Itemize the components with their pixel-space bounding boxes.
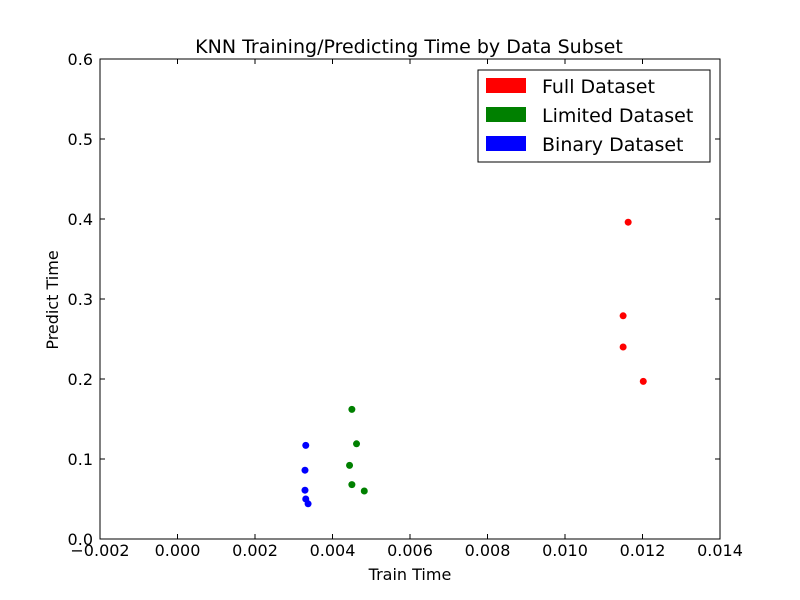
y-tick-label: 0.4 [68,210,93,229]
data-point [346,461,354,469]
legend-swatch [486,107,526,122]
legend: Full Dataset Limited Dataset Binary Datase… [477,69,711,163]
x-tick-label: −0.002 [70,541,129,560]
data-point [304,500,312,508]
legend-swatch [486,136,526,151]
y-tick-label: 0.2 [68,370,93,389]
x-tick-label: 0.002 [232,541,278,560]
legend-swatch [486,78,526,93]
axis-ticks: −0.002 0.000 0.002 0.004 0.006 0.008 0.010 0.01… [68,50,743,560]
y-tick-label: 0.1 [68,450,93,469]
x-tick-label: 0.000 [155,541,201,560]
y-tick-label: 0.6 [68,50,93,69]
data-point [302,441,310,449]
legend-label: Limited Dataset [542,105,693,127]
data-point [301,486,309,494]
y-axis-label: Predict Time [43,250,62,349]
x-axis-label: Train Time [368,565,452,584]
data-point [301,466,309,474]
x-tick-label: 0.004 [310,541,356,560]
data-point [619,343,627,351]
data-point [624,218,632,226]
y-tick-label: 0.5 [68,130,93,149]
x-tick-label: 0.012 [620,541,666,560]
plot-frame [99,58,721,540]
data-point [639,377,647,385]
x-tick-label: 0.006 [387,541,433,560]
data-point [353,440,361,448]
y-tick-label: 0.0 [68,530,93,549]
x-tick-label: 0.014 [697,541,743,560]
chart-title: KNN Training/Predicting Time by Data Sub… [195,36,623,58]
x-tick-label: 0.010 [542,541,588,560]
x-tick-label: 0.008 [465,541,511,560]
data-points [301,218,647,508]
data-point [360,487,368,495]
data-point [348,481,356,489]
legend-label: Binary Dataset [542,134,684,156]
data-point [348,405,356,413]
legend-label: Full Dataset [542,76,655,98]
data-point [619,312,627,320]
y-tick-label: 0.3 [68,290,93,309]
